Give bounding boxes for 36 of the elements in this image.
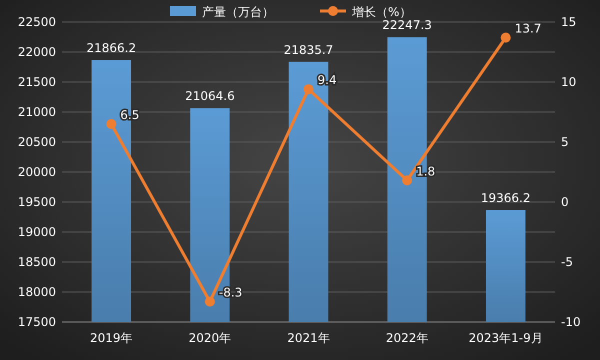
data-label: 19366.2 — [480, 191, 531, 206]
point — [106, 119, 116, 129]
y-tick-label: 18500 — [18, 255, 56, 269]
data-label: 21866.2 — [86, 41, 136, 56]
data-label: 21064.6 — [185, 89, 235, 104]
data-label: 13.7 — [514, 22, 542, 36]
y2-tick-label: 15 — [561, 15, 576, 29]
data-label: 22247.3 — [382, 18, 432, 32]
y2-tick-label: 5 — [561, 135, 569, 149]
x-tick-label: 2022年 — [386, 331, 428, 345]
point — [304, 84, 314, 94]
y2-tick-label: -10 — [561, 315, 581, 329]
x-tick-label: 2020年 — [188, 331, 232, 345]
y-tick-label: 18000 — [18, 285, 56, 299]
legend-label: 增长（%） — [351, 5, 412, 19]
y-tick-label: 19000 — [18, 225, 56, 239]
y-tick-label: 17500 — [18, 315, 56, 329]
y-tick-label: 22000 — [18, 45, 56, 59]
x-tick-label: 2023年1-9月 — [468, 331, 543, 345]
y2-tick-label: 10 — [561, 75, 576, 89]
y-tick-label: 20000 — [18, 165, 56, 179]
y-tick-label: 21500 — [18, 75, 56, 89]
y2-tick-label: 0 — [561, 195, 569, 209]
x-tick-label: 2021年 — [287, 331, 330, 345]
x-tick-label: 2019年 — [90, 331, 133, 345]
y-tick-label: 20500 — [18, 135, 56, 149]
y-tick-label: 19500 — [18, 195, 56, 209]
y-tick-label: 22500 — [18, 15, 56, 29]
legend-label: 产量（万台） — [202, 5, 274, 19]
y-tick-label: 21000 — [18, 105, 56, 119]
y2-tick-label: -5 — [561, 255, 573, 269]
point — [500, 32, 511, 43]
point — [204, 296, 215, 307]
data-label: 21835.7 — [284, 42, 334, 57]
data-label: -8.3 — [218, 286, 242, 300]
point — [402, 175, 412, 186]
